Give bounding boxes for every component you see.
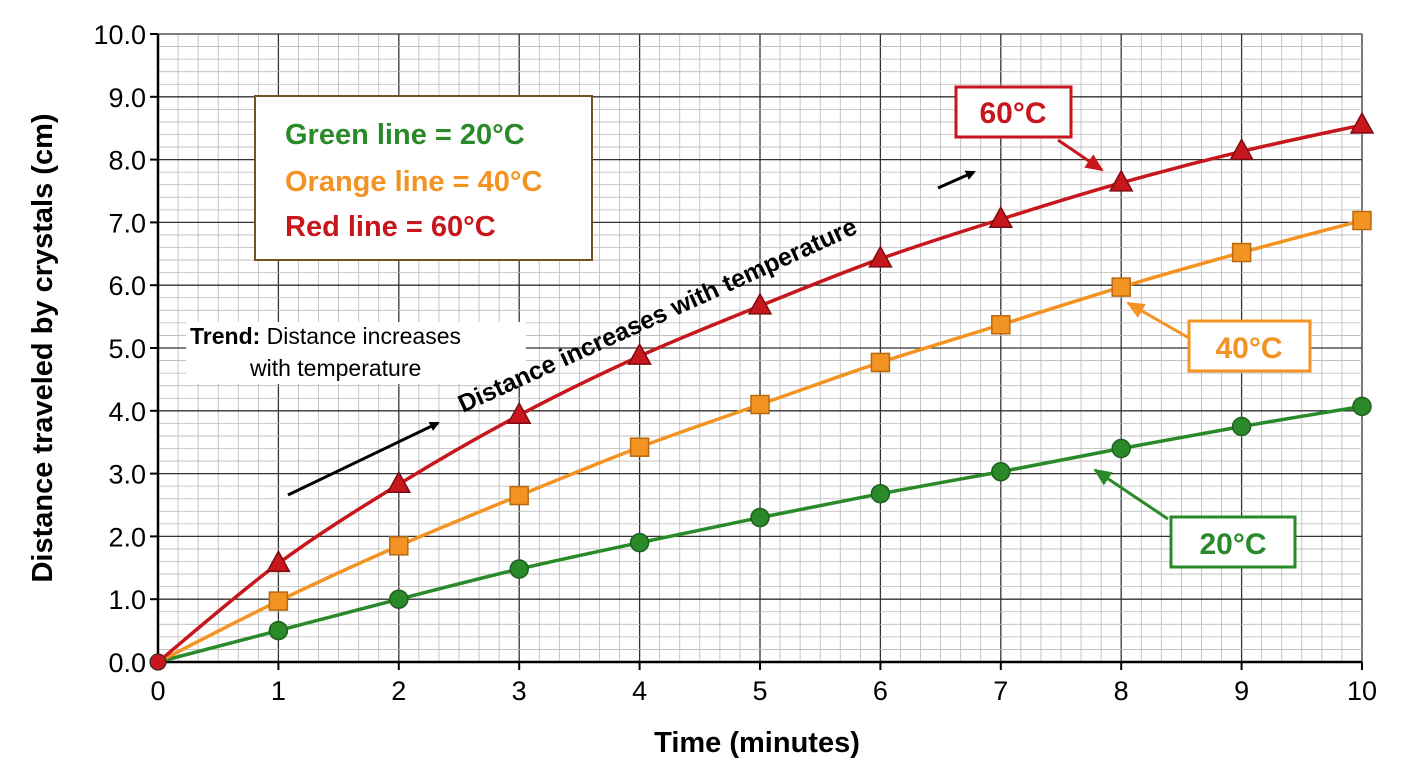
series-60C bbox=[149, 111, 1375, 671]
trend-annotation: Trend: Distance increases with temperatu… bbox=[186, 322, 526, 497]
y-tick-label: 10.0 bbox=[93, 20, 146, 50]
y-tick-label: 1.0 bbox=[108, 585, 146, 615]
trend-arrow bbox=[287, 421, 440, 497]
x-tick-label: 6 bbox=[873, 676, 888, 706]
data-point bbox=[389, 589, 409, 609]
data-point bbox=[629, 532, 650, 553]
callout-20-box bbox=[1169, 515, 1297, 569]
legend-entry-60: Red line = 60°C bbox=[285, 211, 496, 243]
y-tick-label: 3.0 bbox=[108, 460, 146, 490]
diagonal-annotation-arrow bbox=[937, 170, 976, 190]
x-tick-label: 0 bbox=[150, 676, 165, 706]
data-point bbox=[870, 483, 891, 504]
y-tick-label: 8.0 bbox=[108, 146, 146, 176]
x-tick-label: 8 bbox=[1114, 676, 1129, 706]
x-tick-label: 7 bbox=[993, 676, 1008, 706]
data-point bbox=[509, 485, 529, 506]
callout-60: 60°C bbox=[954, 85, 1104, 172]
y-tick-label: 6.0 bbox=[108, 271, 146, 301]
callout-40: 40°C bbox=[1126, 301, 1312, 373]
data-point bbox=[1352, 396, 1372, 417]
y-tick-label: 2.0 bbox=[108, 522, 146, 552]
data-point bbox=[1111, 277, 1131, 297]
callout-20-text: 20°C bbox=[1199, 528, 1266, 561]
callout-40-text: 40°C bbox=[1215, 332, 1282, 365]
x-tick-label: 10 bbox=[1347, 676, 1377, 706]
data-point bbox=[509, 559, 529, 579]
callout-60-box bbox=[954, 85, 1073, 139]
data-point bbox=[627, 342, 652, 365]
x-tick-label: 5 bbox=[752, 676, 767, 706]
x-tick-label: 1 bbox=[271, 676, 286, 706]
x-axis-title: Time (minutes) bbox=[654, 727, 860, 759]
data-point bbox=[266, 549, 291, 573]
callout-40-box bbox=[1187, 319, 1312, 373]
callout-60-arrow bbox=[1057, 138, 1104, 172]
data-point bbox=[1231, 416, 1252, 437]
data-point bbox=[1229, 137, 1254, 161]
series-20C bbox=[149, 396, 1372, 671]
legend-entry-40: Orange line = 40°C bbox=[285, 166, 542, 198]
y-tick-label: 5.0 bbox=[108, 334, 146, 364]
callout-20: 20°C bbox=[1093, 468, 1297, 569]
legend-box-inner-edge bbox=[254, 95, 593, 261]
x-tick-label: 2 bbox=[391, 676, 406, 706]
x-tick-label: 3 bbox=[512, 676, 527, 706]
data-point bbox=[870, 352, 891, 373]
data-point bbox=[988, 205, 1014, 229]
callout-20-arrow bbox=[1093, 468, 1169, 521]
data-point bbox=[386, 470, 412, 494]
y-tick-label: 4.0 bbox=[108, 397, 146, 427]
data-point bbox=[1108, 169, 1134, 192]
data-point bbox=[629, 437, 650, 457]
legend: Green line = 20°C Orange line = 40°C Red… bbox=[254, 95, 593, 261]
data-point bbox=[1349, 111, 1375, 134]
data-point bbox=[991, 461, 1011, 482]
data-point bbox=[1352, 210, 1372, 231]
data-point bbox=[268, 591, 289, 611]
callout-60-text: 60°C bbox=[979, 97, 1046, 130]
trend-text-line2: with temperature bbox=[249, 355, 421, 381]
legend-box bbox=[254, 95, 593, 261]
trend-line1: Distance increases bbox=[267, 323, 461, 349]
data-point bbox=[149, 653, 167, 671]
tick-labels: 0 1 2 3 4 5 6 7 8 9 10 0.0 1.0 2.0 3.0 4.0 5.0 6.0 7.0 8.0 9… bbox=[93, 20, 1377, 706]
y-tick-label: 7.0 bbox=[108, 208, 146, 238]
series-40C bbox=[149, 210, 1372, 671]
data-point bbox=[389, 536, 409, 556]
data-point bbox=[1111, 438, 1131, 459]
data-point bbox=[991, 315, 1011, 335]
x-tick-label: 4 bbox=[632, 676, 647, 706]
legend-entry-20: Green line = 20°C bbox=[285, 119, 525, 151]
data-point bbox=[750, 394, 770, 415]
data-point bbox=[268, 620, 289, 641]
series bbox=[149, 111, 1375, 671]
y-tick-label: 9.0 bbox=[108, 83, 146, 113]
data-point bbox=[750, 507, 770, 528]
x-tick-label: 9 bbox=[1234, 676, 1249, 706]
data-point bbox=[1231, 242, 1252, 263]
y-tick-label: 0.0 bbox=[108, 648, 146, 678]
y-axis-title: Distance traveled by crystals (cm) bbox=[27, 113, 59, 582]
data-point bbox=[747, 292, 773, 315]
callout-40-arrow bbox=[1126, 301, 1190, 340]
data-point bbox=[868, 245, 893, 268]
trend-text-line1: Trend: Distance increases bbox=[190, 323, 461, 349]
data-point bbox=[506, 401, 532, 424]
trend-label: Trend: bbox=[190, 323, 260, 349]
